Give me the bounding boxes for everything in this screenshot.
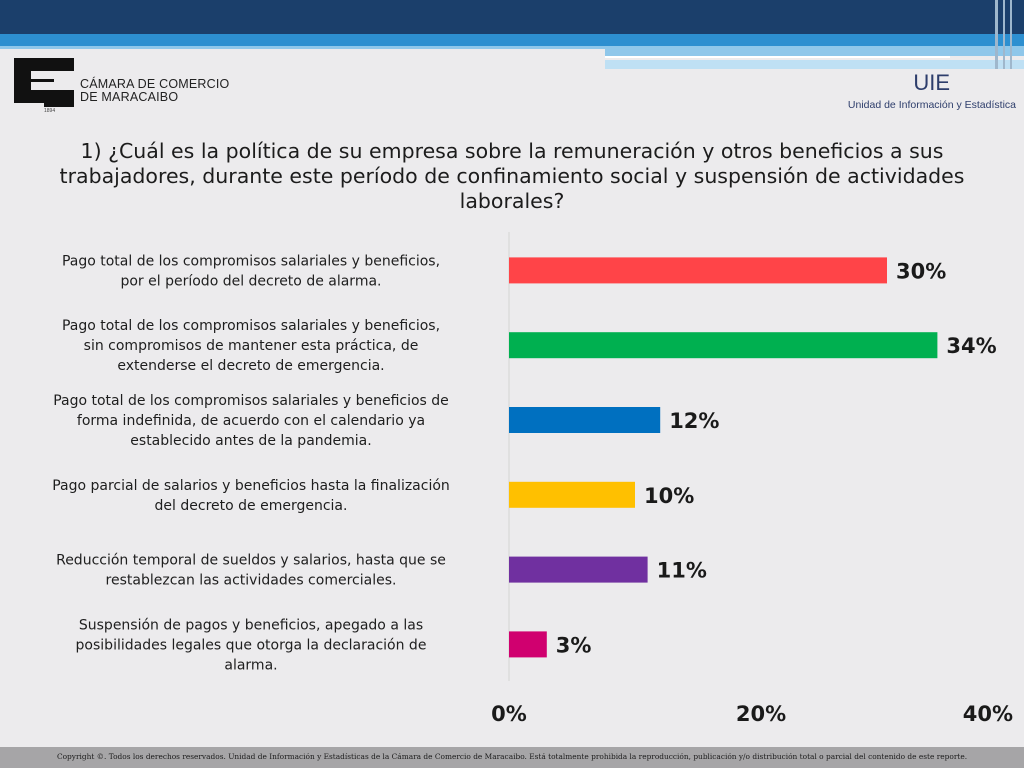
category-label-line: establecido antes de la pandemia. xyxy=(130,433,371,449)
category-label-line: restablezcan las actividades comerciales… xyxy=(106,573,397,589)
category-label-line: Pago parcial de salarios y beneficios ha… xyxy=(52,478,450,494)
footer: Copyright ©. Todos los derechos reservad… xyxy=(0,747,1024,768)
category-label-3: Pago total de los compromisos salariales… xyxy=(53,393,449,449)
category-label-line: Reducción temporal de sueldos y salarios… xyxy=(56,553,446,569)
bar-4 xyxy=(509,481,635,508)
chamber-logo xyxy=(14,58,74,107)
unit-name: Unidad de Información y Estadística xyxy=(847,99,1016,111)
bar-2 xyxy=(509,332,938,359)
x-tick-label-1: 0% xyxy=(491,702,527,726)
bar-value-label-5: 11% xyxy=(657,559,707,583)
category-label-4: Pago parcial de salarios y beneficios ha… xyxy=(52,478,450,514)
category-label-line: extenderse el decreto de emergencia. xyxy=(117,358,384,374)
copyright-text: Copyright ©. Todos los derechos reservad… xyxy=(56,752,968,761)
bar-value-label-1: 30% xyxy=(896,259,946,283)
bar-value-label-4: 10% xyxy=(644,484,694,508)
category-label-line: del decreto de emergencia. xyxy=(155,498,348,514)
org-name: CÁMARA DE COMERCIO DE MARACAIBO xyxy=(80,78,229,104)
category-label-line: Pago total de los compromisos salariales… xyxy=(62,318,440,334)
question-line3: laborales? xyxy=(459,189,565,213)
category-label-line: sin compromisos de mantener esta práctic… xyxy=(84,338,419,354)
category-label-line: posibilidades legales que otorga la decl… xyxy=(76,637,427,653)
bar-6 xyxy=(509,631,547,658)
question-line1: 1) ¿Cuál es la política de su empresa so… xyxy=(80,139,944,163)
unit-acronym: UIE xyxy=(913,70,950,95)
x-tick-label-3: 40% xyxy=(963,702,1013,726)
org-year: 1894 xyxy=(44,108,56,114)
category-label-line: Pago total de los compromisos salariales… xyxy=(53,393,449,409)
bar-3 xyxy=(509,407,661,433)
category-label-line: alarma. xyxy=(224,657,277,673)
bar-value-label-6: 3% xyxy=(556,633,592,657)
category-label-6: Suspensión de pagos y beneficios, apegad… xyxy=(76,617,427,673)
category-label-line: Pago total de los compromisos salariales… xyxy=(62,253,440,269)
bar-value-label-2: 34% xyxy=(946,334,996,358)
org-name-line2: DE MARACAIBO xyxy=(80,90,179,104)
bar-value-label-3: 12% xyxy=(669,409,719,433)
category-label-line: Suspensión de pagos y beneficios, apegad… xyxy=(79,617,423,633)
category-label-5: Reducción temporal de sueldos y salarios… xyxy=(56,553,446,589)
org-name-line1: CÁMARA DE COMERCIO xyxy=(80,77,230,91)
bar-chart: 30% Pago total de los compromisos salaria… xyxy=(52,232,1013,726)
bar-5 xyxy=(509,556,648,583)
bar-1 xyxy=(509,257,887,284)
category-label-line: forma indefinida, de acuerdo con el cale… xyxy=(77,413,425,429)
question-line2: trabajadores, durante este período de co… xyxy=(59,164,965,188)
category-label-1: Pago total de los compromisos salariales… xyxy=(62,253,440,289)
category-label-2: Pago total de los compromisos salariales… xyxy=(62,318,440,374)
x-tick-label-2: 20% xyxy=(736,702,786,726)
header-banner xyxy=(0,0,1024,69)
question-title: 1) ¿Cuál es la política de su empresa so… xyxy=(10,139,1014,214)
category-label-line: por el período del decreto de alarma. xyxy=(120,273,381,289)
